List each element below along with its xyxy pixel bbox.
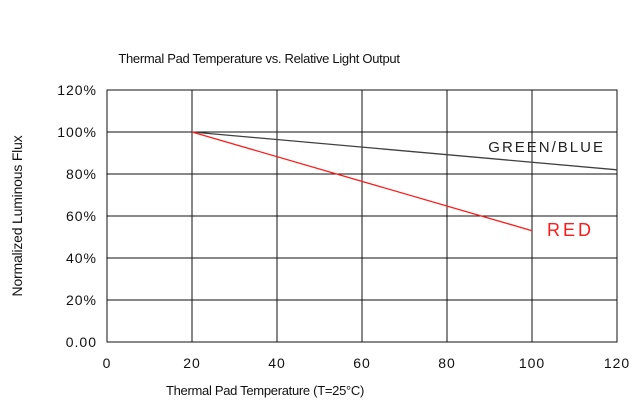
y-tick-label: 0.00 bbox=[66, 334, 97, 350]
x-tick-label: 0 bbox=[103, 355, 112, 371]
x-axis-label: Thermal Pad Temperature (T=25°C) bbox=[166, 383, 364, 398]
x-tick-label: 120 bbox=[604, 355, 630, 371]
series-layer: GREEN/BLUE RED bbox=[191, 131, 618, 240]
series-line-green-blue bbox=[191, 131, 618, 171]
plot-frame bbox=[106, 89, 618, 343]
x-tick-label: 80 bbox=[438, 355, 456, 371]
series-line-red bbox=[191, 131, 533, 232]
y-tick-label: 40% bbox=[66, 250, 97, 266]
x-tick-label: 100 bbox=[519, 355, 545, 371]
y-tick-label: 80% bbox=[66, 166, 97, 182]
y-axis-ticks: 0.00 20% 40% 60% 80% 100% 120% bbox=[57, 82, 97, 350]
x-axis-ticks: 0 20 40 60 80 100 120 bbox=[103, 355, 630, 371]
series-label: GREEN/BLUE bbox=[488, 139, 605, 156]
x-tick-label: 40 bbox=[268, 355, 286, 371]
y-tick-label: 20% bbox=[66, 292, 97, 308]
y-axis-label: Normalized Luminous Flux bbox=[9, 135, 25, 296]
y-tick-label: 60% bbox=[66, 208, 97, 224]
grid bbox=[107, 90, 617, 342]
x-tick-label: 20 bbox=[183, 355, 201, 371]
y-tick-label: 100% bbox=[57, 124, 97, 140]
x-tick-label: 60 bbox=[353, 355, 371, 371]
y-tick-label: 120% bbox=[57, 82, 97, 98]
chart-title: Thermal Pad Temperature vs. Relative Lig… bbox=[118, 51, 400, 66]
series-label: RED bbox=[547, 220, 594, 240]
